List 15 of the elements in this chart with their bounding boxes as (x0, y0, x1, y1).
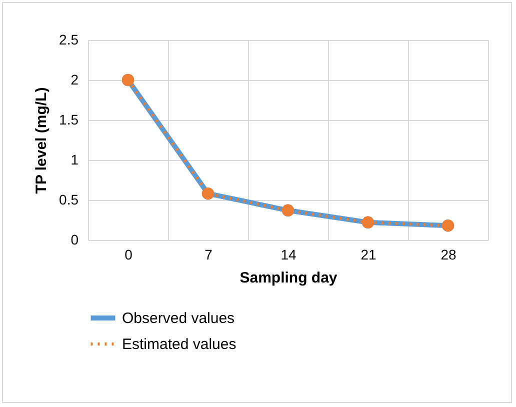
y-axis-title: TP level (mg/L) (33, 87, 50, 194)
x-tick-label: 28 (440, 246, 456, 262)
y-tick-label: 0.5 (59, 192, 79, 208)
x-tick-label: 0 (124, 246, 133, 262)
x-tick-label: 7 (204, 246, 213, 262)
y-tick-label: 2.5 (59, 32, 79, 48)
y-tick-label: 2 (70, 72, 79, 88)
legend-label: Estimated values (122, 336, 236, 353)
y-tick-label: 0 (70, 232, 79, 248)
y-tick-label: 1 (70, 152, 79, 168)
x-tick-label: 21 (360, 246, 376, 262)
y-tick-label: 1.5 (59, 112, 79, 128)
x-tick-label: 14 (280, 246, 296, 262)
legend-label: Observed values (122, 310, 235, 327)
x-axis-title: Sampling day (240, 270, 338, 286)
